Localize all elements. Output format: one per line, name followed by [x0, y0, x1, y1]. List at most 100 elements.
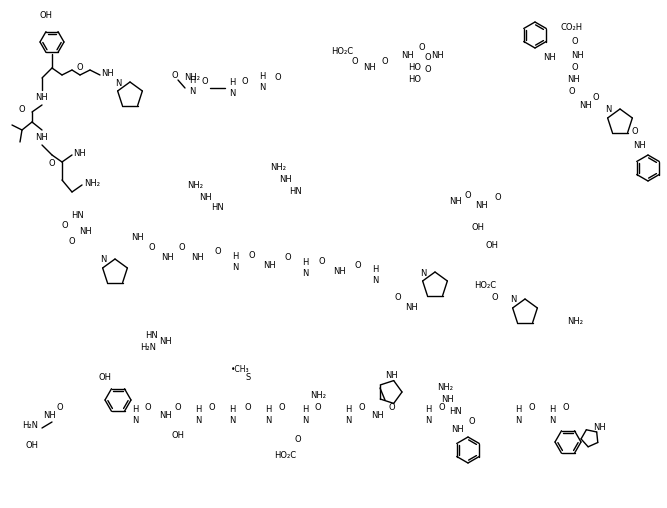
Text: H₂N: H₂N	[22, 421, 38, 429]
Text: NH: NH	[279, 175, 291, 184]
Text: O: O	[315, 403, 321, 412]
Text: O: O	[57, 403, 63, 412]
Text: H
N: H N	[301, 258, 308, 278]
Text: O: O	[245, 403, 251, 412]
Text: O: O	[209, 403, 215, 412]
Text: NH: NH	[364, 64, 376, 73]
Text: O: O	[295, 435, 301, 444]
Text: H
N: H N	[372, 265, 378, 284]
Text: O: O	[382, 57, 388, 67]
Text: O: O	[319, 258, 325, 267]
Text: OH: OH	[486, 240, 498, 249]
Text: NH: NH	[263, 261, 276, 270]
Text: NH: NH	[544, 53, 556, 62]
Text: NH₂: NH₂	[187, 180, 203, 189]
Text: NH: NH	[372, 410, 384, 420]
Text: O: O	[19, 106, 25, 114]
Text: HO: HO	[408, 64, 422, 73]
Text: NH₂: NH₂	[310, 391, 326, 399]
Text: NH: NH	[101, 69, 113, 78]
Text: O: O	[77, 64, 83, 73]
Text: NH: NH	[334, 268, 346, 276]
Text: OH: OH	[171, 430, 185, 439]
Text: H
N: H N	[301, 405, 308, 425]
Text: CO₂H: CO₂H	[561, 23, 583, 33]
Text: NH: NH	[161, 253, 174, 263]
Text: O: O	[145, 403, 151, 412]
Text: NH: NH	[579, 101, 592, 110]
Text: NH: NH	[35, 134, 49, 143]
Text: O: O	[149, 243, 155, 252]
Text: O: O	[69, 238, 75, 246]
Text: NH: NH	[431, 50, 444, 59]
Text: NH: NH	[131, 234, 144, 242]
Text: N: N	[510, 296, 516, 304]
Text: OH: OH	[25, 440, 39, 450]
Text: H
N: H N	[229, 405, 235, 425]
Text: H₂N: H₂N	[140, 343, 156, 353]
Text: NH₂: NH₂	[437, 384, 453, 393]
Text: NH: NH	[406, 303, 418, 312]
Text: NH: NH	[43, 410, 57, 420]
Text: NH: NH	[442, 396, 454, 404]
Text: NH: NH	[452, 426, 464, 434]
Text: NH: NH	[159, 410, 171, 420]
Text: O: O	[439, 403, 446, 412]
Text: H
N: H N	[229, 78, 235, 98]
Text: O: O	[593, 93, 600, 103]
Text: O: O	[529, 403, 536, 412]
Text: O: O	[572, 38, 578, 47]
Text: O: O	[279, 403, 285, 412]
Text: •CH₃: •CH₃	[231, 365, 249, 374]
Text: OH: OH	[39, 12, 52, 20]
Text: N: N	[115, 79, 121, 87]
Text: H
N: H N	[345, 405, 352, 425]
Text: O: O	[569, 87, 576, 97]
Text: H
N: H N	[232, 252, 238, 272]
Text: NH: NH	[159, 337, 171, 346]
Text: NH: NH	[79, 228, 91, 237]
Text: O: O	[355, 261, 362, 270]
Text: O: O	[419, 44, 426, 52]
Text: O: O	[175, 403, 181, 412]
Text: H
N: H N	[195, 405, 201, 425]
Text: H
N: H N	[425, 405, 431, 425]
Text: O: O	[49, 158, 55, 168]
Text: O: O	[352, 57, 358, 67]
Text: O: O	[201, 78, 208, 86]
Text: NH: NH	[191, 253, 204, 263]
Text: O: O	[61, 220, 68, 230]
Text: OH: OH	[99, 373, 111, 383]
Text: N: N	[100, 256, 106, 265]
Text: HO: HO	[408, 76, 422, 84]
Text: HN: HN	[145, 331, 158, 339]
Text: O: O	[465, 190, 472, 200]
Text: NH: NH	[449, 198, 462, 206]
Text: HN: HN	[71, 210, 84, 219]
Text: HN: HN	[211, 204, 224, 212]
Text: N: N	[605, 106, 611, 114]
Text: NH: NH	[73, 148, 86, 157]
Text: O: O	[425, 66, 432, 75]
Text: O: O	[359, 403, 366, 412]
Text: HO₂C: HO₂C	[274, 451, 296, 460]
Text: NH: NH	[571, 50, 584, 59]
Text: NH: NH	[567, 76, 580, 84]
Text: NH: NH	[199, 194, 211, 203]
Text: O: O	[389, 403, 396, 412]
Text: HO₂C: HO₂C	[331, 48, 353, 56]
Text: H
N: H N	[132, 405, 138, 425]
Text: NH₂: NH₂	[184, 74, 200, 82]
Text: S: S	[245, 373, 251, 383]
Text: O: O	[249, 250, 255, 260]
Text: O: O	[179, 243, 185, 252]
Text: O: O	[241, 78, 248, 86]
Text: O: O	[469, 418, 476, 427]
Text: O: O	[275, 74, 281, 82]
Text: NH: NH	[35, 93, 49, 103]
Text: O: O	[495, 194, 502, 203]
Text: O: O	[395, 294, 402, 302]
Text: NH: NH	[476, 201, 488, 209]
Text: O: O	[425, 53, 432, 62]
Text: O: O	[572, 64, 578, 73]
